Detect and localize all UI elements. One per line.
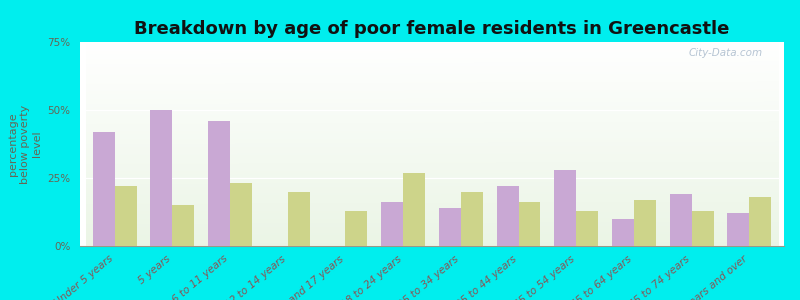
Bar [612, 219, 634, 246]
Bar [634, 200, 656, 246]
Bar [230, 183, 252, 246]
Bar [150, 110, 172, 246]
Bar [554, 170, 576, 246]
Y-axis label: percentage
below poverty
level: percentage below poverty level [8, 104, 42, 184]
Bar [93, 132, 114, 246]
Bar [576, 211, 598, 246]
Bar [288, 192, 310, 246]
Bar [497, 186, 518, 246]
Text: City-Data.com: City-Data.com [689, 48, 763, 58]
Bar [727, 213, 750, 246]
Bar [750, 197, 771, 246]
Bar [208, 121, 230, 246]
Bar [461, 192, 482, 246]
Bar [670, 194, 692, 246]
Bar [692, 211, 714, 246]
Title: Breakdown by age of poor female residents in Greencastle: Breakdown by age of poor female resident… [134, 20, 730, 38]
Bar [403, 172, 425, 246]
Bar [518, 202, 541, 246]
Bar [172, 205, 194, 246]
Bar [346, 211, 367, 246]
Bar [114, 186, 137, 246]
Bar [382, 202, 403, 246]
Bar [439, 208, 461, 246]
